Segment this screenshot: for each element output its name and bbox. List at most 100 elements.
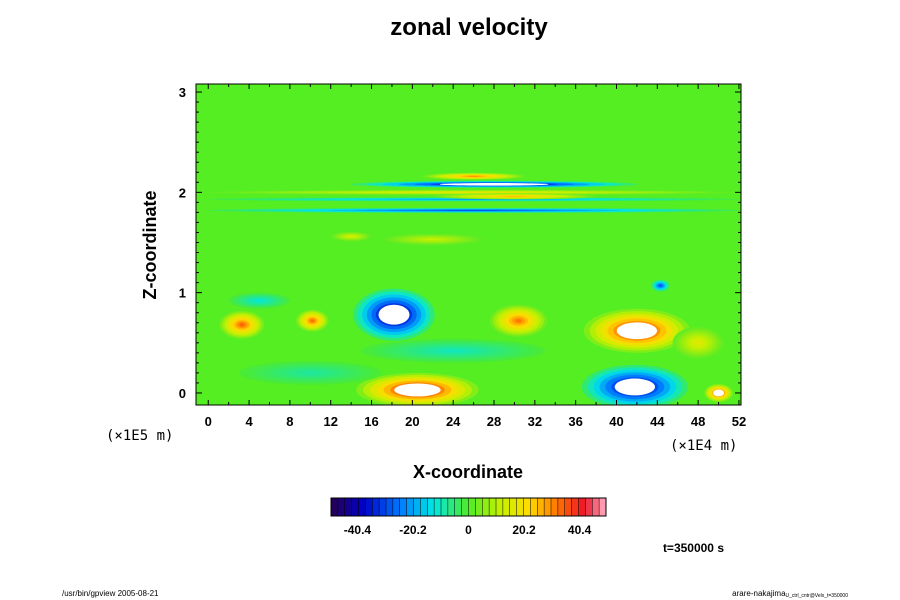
out-of-range-core (378, 304, 410, 325)
contour-features (208, 172, 739, 405)
velocity-feature (238, 360, 382, 385)
colorbar-swatch (441, 498, 449, 516)
velocity-feature (353, 288, 435, 341)
colorbar-swatch (475, 498, 483, 516)
velocity-feature (361, 338, 546, 363)
contour-level (427, 238, 439, 241)
y-tick-label: 0 (179, 386, 186, 401)
colorbar-swatch (564, 498, 573, 516)
colorbar-swatch (434, 498, 442, 516)
colorbar-swatch (365, 498, 373, 516)
colorbar-swatch (530, 498, 538, 516)
x-tick-label: 8 (286, 414, 293, 429)
x-tick-label: 4 (245, 414, 253, 429)
colorbar-swatch (578, 498, 586, 516)
plot-frame (195, 83, 742, 406)
colorbar-swatch (468, 498, 476, 516)
colorbar-swatch (420, 498, 428, 516)
out-of-range-core (713, 389, 724, 397)
colorbar-swatch (331, 498, 339, 516)
contour-level (695, 341, 701, 345)
velocity-feature (296, 309, 329, 332)
chart-title: zonal velocity (390, 14, 548, 41)
contour-level (467, 175, 480, 177)
x-tick-label: 20 (405, 414, 419, 429)
contour-level (310, 319, 315, 322)
velocity-feature (489, 304, 548, 337)
velocity-feature (704, 383, 733, 402)
x-tick-label: 48 (691, 414, 705, 429)
out-of-range-core (394, 383, 441, 397)
colorbar-swatch (496, 498, 504, 516)
y-axis-ticks: 0 1 2 3 (179, 85, 741, 401)
x-axis-ticks: 0 4 8 12 16 20 24 28 32 36 40 44 48 52 (205, 84, 746, 429)
colorbar-swatch (509, 498, 518, 516)
velocity-feature (356, 372, 479, 405)
x-tick-label: 52 (732, 414, 746, 429)
colorbar-swatch (372, 498, 380, 516)
contour-level (302, 371, 319, 375)
colorbar-swatch (461, 498, 469, 516)
colorbar-swatch (358, 498, 366, 516)
footer-right: arare-nakajimaU_ctrl_cntr@Velx_t=350000 (732, 589, 848, 599)
velocity-feature (422, 172, 525, 180)
colorbar-swatch (489, 498, 497, 516)
colorbar-swatch (399, 498, 408, 516)
colorbar-swatch (337, 498, 346, 516)
x-tick-label: 28 (487, 414, 501, 429)
colorbar-tick-label: -40.4 (344, 523, 372, 537)
colorbar-swatch (447, 498, 456, 516)
footer-right-sub: U_ctrl_cntr@Velx_t=350000 (786, 593, 849, 599)
contour-level (442, 349, 464, 353)
colorbar-swatch (585, 498, 593, 516)
x-tick-label: 24 (446, 414, 461, 429)
velocity-feature (351, 180, 637, 188)
velocity-feature (228, 292, 290, 309)
colorbar-swatch (351, 498, 359, 516)
time-label: t=350000 s (663, 541, 724, 555)
x-tick-label: 32 (528, 414, 542, 429)
colorbar (330, 497, 607, 517)
x-tick-label: 36 (568, 414, 582, 429)
colorbar-ticks: -40.4 -20.2 0 20.2 40.4 (344, 523, 592, 537)
contour-level (444, 192, 504, 193)
x-axis-title: X-coordinate (413, 462, 523, 482)
colorbar-frame (330, 497, 607, 517)
colorbar-tick-label: 20.2 (512, 523, 536, 537)
colorbar-swatch (413, 498, 421, 516)
x-tick-label: 40 (609, 414, 623, 429)
contour-level (659, 284, 662, 287)
out-of-range-core (616, 322, 658, 340)
colorbar-swatch (427, 498, 435, 516)
contour-level (348, 235, 354, 238)
velocity-feature (651, 279, 670, 292)
colorbar-tick-label: 40.4 (568, 523, 592, 537)
colorbar-swatch (379, 498, 387, 516)
velocity-feature (381, 233, 484, 246)
velocity-feature (583, 308, 690, 353)
y-scale-note: (×1E5 m) (106, 428, 173, 444)
colorbar-swatch (406, 498, 414, 516)
colorbar-swatch (392, 498, 401, 516)
velocity-feature (208, 189, 739, 195)
colorbar-swatch (523, 498, 531, 516)
colorbar-swatch (386, 498, 394, 516)
y-tick-label: 3 (179, 85, 186, 100)
velocity-feature (330, 231, 372, 242)
footer-left: /usr/bin/gpview 2005-08-21 (62, 589, 159, 598)
colorbar-swatch (454, 498, 463, 516)
footer-right-main: arare-nakajima (732, 589, 786, 598)
contour-level (505, 196, 524, 197)
out-of-range-core (439, 182, 549, 186)
y-axis-title: Z-coordinate (140, 190, 160, 299)
x-scale-note: (×1E4 m) (670, 438, 737, 454)
colorbar-swatch (551, 498, 559, 516)
colorbar-swatch (516, 498, 524, 516)
colorbar-swatch (482, 498, 490, 516)
velocity-feature (208, 207, 739, 213)
colorbar-swatch (502, 498, 511, 516)
colorbar-swatch (557, 498, 566, 516)
x-tick-label: 16 (364, 414, 378, 429)
out-of-range-core (614, 378, 656, 396)
